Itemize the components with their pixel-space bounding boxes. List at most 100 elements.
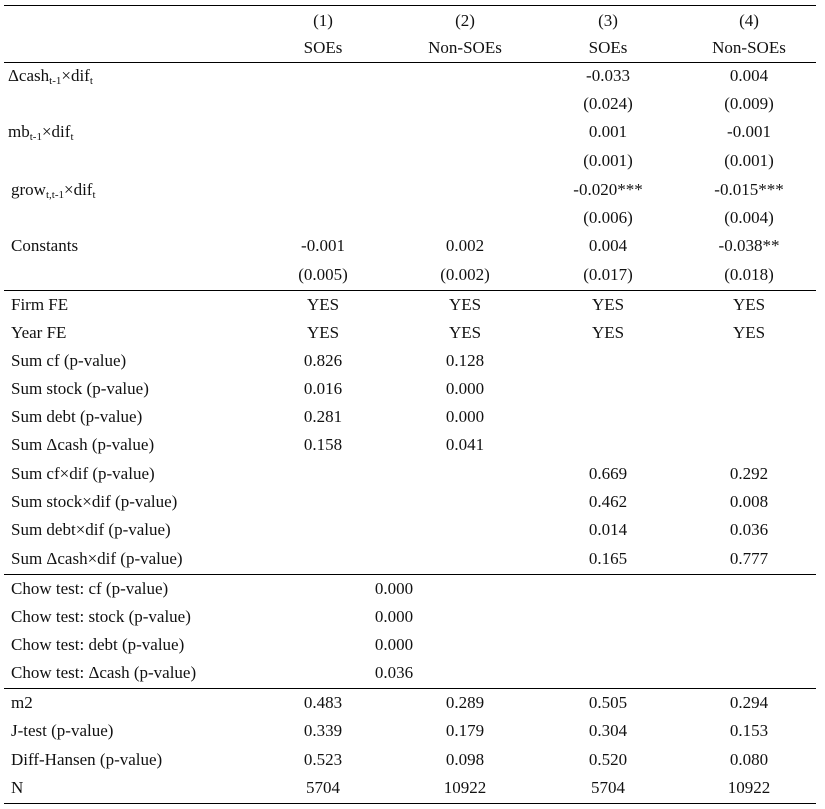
table-bottom-rule [4, 803, 816, 804]
coefficient-cell: 0.004 [729, 66, 769, 85]
value-cell: 0.098 [445, 750, 485, 769]
std-error-cell: (0.017) [583, 265, 633, 284]
column-group-2: Non-SOEs [428, 38, 502, 57]
table-row: Sum Δcash (p-value) 0.158 0.041 [4, 431, 816, 459]
table-row: Chow test: cf (p-value) 0.000 [4, 575, 816, 603]
header-number-row: (1) (2) (3) (4) [4, 7, 816, 35]
value-cell: 0.158 [303, 435, 343, 454]
value-cell: 0.292 [729, 464, 769, 483]
value-cell: YES [732, 295, 766, 314]
coefficient-cell: 0.004 [588, 236, 628, 255]
value-cell: 0.036 [729, 520, 769, 539]
table-row: J-test (p-value) 0.339 0.179 0.304 0.153 [4, 717, 816, 745]
coefficient-cell: -0.020*** [573, 180, 643, 199]
value-cell: 0.826 [303, 351, 343, 370]
row-label: Sum Δcash×dif (p-value) [11, 549, 183, 568]
value-cell: 10922 [727, 778, 771, 797]
row-label: Sum debt×dif (p-value) [11, 520, 171, 539]
value-cell: 0.008 [729, 492, 769, 511]
row-label: Year FE [11, 323, 67, 342]
row-label: Chow test: debt (p-value) [11, 635, 185, 654]
table-row: Firm FE YES YES YES YES [4, 291, 816, 319]
value-cell: YES [448, 295, 482, 314]
value-cell: 0.281 [303, 407, 343, 426]
value-cell: 0.041 [445, 435, 485, 454]
value-cell: 0.669 [588, 464, 628, 483]
row-label: J-test (p-value) [11, 721, 114, 740]
row-label: growt,t-1×dift [11, 180, 96, 201]
value-cell: YES [591, 323, 625, 342]
row-label: Sum cf (p-value) [11, 351, 127, 370]
std-error-cell: (0.006) [583, 208, 633, 227]
row-label: Sum stock×dif (p-value) [11, 492, 178, 511]
table-row: (0.001) (0.001) [4, 147, 816, 175]
table-row: growt,t-1×dift -0.020*** -0.015*** [4, 176, 816, 204]
value-cell: 0.483 [303, 693, 343, 712]
row-label: mbt-1×dift [8, 122, 74, 143]
column-group-4: Non-SOEs [712, 38, 786, 57]
table-row: Sum stock (p-value) 0.016 0.000 [4, 375, 816, 403]
value-cell: 0.000 [374, 607, 414, 626]
row-label: Δcasht-1×dift [8, 66, 93, 87]
column-number-3: (3) [598, 11, 618, 30]
table-row: Sum stock×dif (p-value) 0.462 0.008 [4, 488, 816, 516]
value-cell: 0.777 [729, 549, 769, 568]
value-cell: 0.462 [588, 492, 628, 511]
row-label: Chow test: stock (p-value) [11, 607, 191, 626]
column-number-1: (1) [313, 11, 333, 30]
table-row: Chow test: Δcash (p-value) 0.036 [4, 659, 816, 687]
table-row: Sum cf (p-value) 0.826 0.128 [4, 347, 816, 375]
coefficient-cell: -0.038** [718, 236, 780, 255]
value-cell: YES [732, 323, 766, 342]
value-cell: 0.165 [588, 549, 628, 568]
row-label: N [11, 778, 24, 797]
table-row: Diff-Hansen (p-value) 0.523 0.098 0.520 … [4, 746, 816, 774]
coefficient-cell: 0.002 [445, 236, 485, 255]
section-rule [4, 574, 816, 575]
std-error-cell: (0.009) [724, 94, 774, 113]
row-label: Chow test: Δcash (p-value) [11, 663, 197, 682]
std-error-cell: (0.002) [440, 265, 490, 284]
value-cell: 0.289 [445, 693, 485, 712]
std-error-cell: (0.024) [583, 94, 633, 113]
table-row: Chow test: debt (p-value) 0.000 [4, 631, 816, 659]
row-label: Firm FE [11, 295, 69, 314]
coefficient-cell: -0.015*** [714, 180, 784, 199]
column-group-3: SOEs [588, 38, 628, 57]
column-number-2: (2) [455, 11, 475, 30]
row-label: Sum Δcash (p-value) [11, 435, 155, 454]
value-cell: 0.153 [729, 721, 769, 740]
value-cell: 0.523 [303, 750, 343, 769]
value-cell: 0.304 [588, 721, 628, 740]
value-cell: 0.505 [588, 693, 628, 712]
std-error-cell: (0.005) [298, 265, 348, 284]
header-group-row: SOEs Non-SOEs SOEs Non-SOEs [4, 34, 816, 62]
value-cell: 0.000 [445, 379, 485, 398]
value-cell: 0.080 [729, 750, 769, 769]
std-error-cell: (0.001) [583, 151, 633, 170]
value-cell: 0.000 [374, 579, 414, 598]
table-row: Sum debt×dif (p-value) 0.014 0.036 [4, 516, 816, 544]
coefficient-cell: -0.033 [586, 66, 630, 85]
value-cell: 0.000 [445, 407, 485, 426]
table-row: Year FE YES YES YES YES [4, 319, 816, 347]
value-cell: YES [448, 323, 482, 342]
table-row: Sum Δcash×dif (p-value) 0.165 0.777 [4, 545, 816, 573]
value-cell: 5704 [591, 778, 625, 797]
row-label: m2 [11, 693, 33, 712]
column-group-1: SOEs [303, 38, 343, 57]
std-error-cell: (0.001) [724, 151, 774, 170]
header-rule [4, 62, 816, 63]
coefficient-cell: 0.001 [588, 122, 628, 141]
column-number-4: (4) [739, 11, 759, 30]
value-cell: 0.294 [729, 693, 769, 712]
row-label: Diff-Hansen (p-value) [11, 750, 163, 769]
value-cell: YES [591, 295, 625, 314]
value-cell: 5704 [306, 778, 340, 797]
std-error-cell: (0.004) [724, 208, 774, 227]
section-rule [4, 688, 816, 689]
table-row: mbt-1×dift 0.001 -0.001 [4, 118, 816, 146]
row-label: Sum stock (p-value) [11, 379, 149, 398]
row-label: Sum debt (p-value) [11, 407, 143, 426]
value-cell: 0.014 [588, 520, 628, 539]
